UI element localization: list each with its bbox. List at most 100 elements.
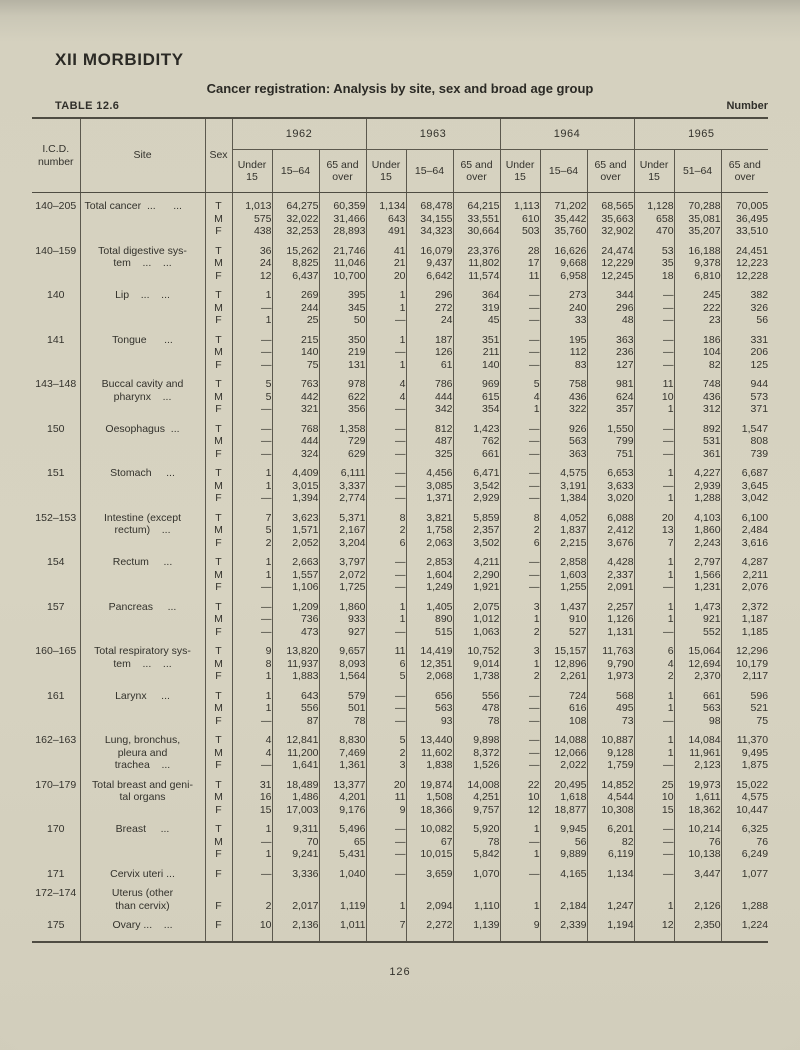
icd-cell: 152–153 bbox=[35, 511, 77, 524]
value-cell: 2,094 bbox=[405, 880, 454, 912]
value-cell: 1 bbox=[231, 460, 272, 480]
site-cell: Pancreas ... bbox=[79, 593, 205, 638]
value-cell: 1,371 bbox=[405, 492, 454, 505]
value-cell: 187 bbox=[405, 326, 454, 346]
value-cell: 10,752 bbox=[452, 638, 501, 658]
value-cell: — bbox=[633, 714, 675, 727]
value-cell: 1 bbox=[231, 479, 272, 492]
value-cell: 596 bbox=[720, 682, 769, 702]
value-cell: 215 bbox=[271, 326, 319, 346]
value-cell: 36 bbox=[231, 237, 272, 257]
table-row: 157 Pancreas ... T —1,209 1,860 1 1,405 2,075 3 1… bbox=[32, 593, 769, 638]
value-cell: 5 bbox=[365, 727, 407, 747]
table-row: 140 Lip ... ... T 1 269 395 1 296 364—273 344—245… bbox=[32, 282, 769, 327]
value-cell: 1,508 bbox=[405, 791, 454, 804]
value-cell: 1,209 bbox=[271, 593, 319, 613]
value-cell: 4,165 bbox=[539, 860, 588, 880]
site-group: 172–174 Uterus (other than cervix) F 2 2,017… bbox=[32, 880, 769, 912]
value-cell: 35 bbox=[633, 257, 675, 270]
table-row: F —473 927—515 1,063 2 527 1,131—552 1,185 bbox=[32, 625, 769, 638]
value-cell: 13,440 bbox=[405, 727, 454, 747]
value-cell: 28 bbox=[499, 237, 541, 257]
value-cell: 2,663 bbox=[271, 549, 319, 569]
value-cell: 926 bbox=[539, 415, 588, 435]
value-cell: — bbox=[499, 759, 541, 772]
table-row: 143–148 Buccal cavity and pharynx ... T 5 76… bbox=[32, 371, 769, 416]
table-row: M 8 11,937 8,093 6 12,351 9,014 1 12,896 9,790 4 12… bbox=[32, 657, 769, 670]
value-cell: 2,243 bbox=[673, 536, 722, 549]
sex-cell: F bbox=[204, 492, 232, 505]
value-cell: 1 bbox=[499, 816, 541, 836]
value-cell: 12,066 bbox=[539, 746, 588, 759]
table-row: M 24 8,825 11,046 21 9,437 11,802 17 9,668 12,229… bbox=[32, 257, 769, 270]
value-cell: — bbox=[499, 301, 541, 314]
value-cell: 361 bbox=[673, 447, 722, 460]
value-cell: — bbox=[499, 435, 541, 448]
value-cell: 9,945 bbox=[539, 816, 588, 836]
value-cell: 1 bbox=[231, 702, 272, 715]
value-cell: — bbox=[231, 492, 272, 505]
value-cell: — bbox=[499, 702, 541, 715]
value-cell: 322 bbox=[539, 403, 588, 416]
col-header-site: Site bbox=[79, 118, 205, 193]
value-cell: 6,325 bbox=[720, 816, 769, 836]
value-cell: 11,574 bbox=[452, 269, 501, 282]
value-cell: — bbox=[499, 492, 541, 505]
value-cell: 2 bbox=[633, 670, 675, 683]
value-cell: 1,185 bbox=[720, 625, 769, 638]
value-cell: 808 bbox=[720, 435, 769, 448]
value-cell: 10,308 bbox=[586, 803, 635, 816]
value-cell: 12,351 bbox=[405, 657, 454, 670]
icd-cell: 140–159 bbox=[35, 244, 77, 257]
value-cell: 76 bbox=[720, 835, 769, 848]
value-cell: 78 bbox=[452, 714, 501, 727]
value-cell: 34,155 bbox=[405, 212, 454, 225]
value-cell: — bbox=[499, 714, 541, 727]
site-group: 143–148 Buccal cavity and pharynx ... T 5 76… bbox=[32, 371, 769, 416]
value-cell: 4,544 bbox=[586, 791, 635, 804]
value-cell: 12 bbox=[499, 803, 541, 816]
icd-cell: 170 bbox=[46, 823, 65, 835]
value-cell: 56 bbox=[539, 835, 588, 848]
site-group: 140 Lip ... ... T 1 269 395 1 296 364—273 344—245… bbox=[32, 282, 769, 327]
value-cell: 11 bbox=[365, 791, 407, 804]
value-cell: 140 bbox=[452, 358, 501, 371]
col-header-year-1962: 1962 bbox=[231, 118, 367, 150]
value-cell: 7 bbox=[365, 912, 407, 942]
col-header-age-group: 65 and over bbox=[318, 149, 367, 193]
value-cell: 219 bbox=[318, 346, 367, 359]
sex-cell: F bbox=[204, 880, 232, 912]
value-cell: 68,565 bbox=[586, 192, 635, 213]
value-cell: 1,119 bbox=[318, 880, 367, 912]
value-cell: — bbox=[365, 549, 407, 569]
value-cell: 9,437 bbox=[405, 257, 454, 270]
value-cell: 1 bbox=[633, 727, 675, 747]
value-cell: 1,288 bbox=[673, 492, 722, 505]
value-cell: 6 bbox=[365, 657, 407, 670]
value-cell: 2,357 bbox=[452, 524, 501, 537]
value-cell: 8,830 bbox=[318, 727, 367, 747]
value-cell: 2 bbox=[231, 536, 272, 549]
value-cell: 1,288 bbox=[720, 880, 769, 912]
table-row: M 1 556 501—563 478—616 495 1 563 521 bbox=[32, 702, 769, 715]
value-cell: 1,526 bbox=[452, 759, 501, 772]
value-cell: 6,088 bbox=[586, 504, 635, 524]
header-row-years: I.C.D. number Site Sex 1962 1963 1964 1965 bbox=[32, 118, 769, 193]
table-row: M —244 345 1 272 319—240 296—222 326 bbox=[32, 301, 769, 314]
value-cell: 2,257 bbox=[586, 593, 635, 613]
sex-cell: M bbox=[204, 791, 232, 804]
value-cell: 3,015 bbox=[271, 479, 319, 492]
site-group: 171 Cervix uteri ... F —3,336 1,040—3,659 1,0… bbox=[32, 860, 769, 880]
value-cell: — bbox=[365, 479, 407, 492]
value-cell: 3,336 bbox=[271, 860, 319, 880]
site-cell: Larynx ... bbox=[79, 682, 205, 727]
value-cell: — bbox=[633, 860, 675, 880]
value-cell: 4 bbox=[231, 727, 272, 747]
value-cell: 6 bbox=[365, 536, 407, 549]
value-cell: 125 bbox=[720, 358, 769, 371]
value-cell: 568 bbox=[586, 682, 635, 702]
value-cell: 2,117 bbox=[720, 670, 769, 683]
site-group: 157 Pancreas ... T —1,209 1,860 1 1,405 2,075 3 1… bbox=[32, 593, 769, 638]
table-row: M —736 933 1 890 1,012 1 910 1,126 1 921 1,187 bbox=[32, 613, 769, 626]
value-cell: 35,081 bbox=[673, 212, 722, 225]
